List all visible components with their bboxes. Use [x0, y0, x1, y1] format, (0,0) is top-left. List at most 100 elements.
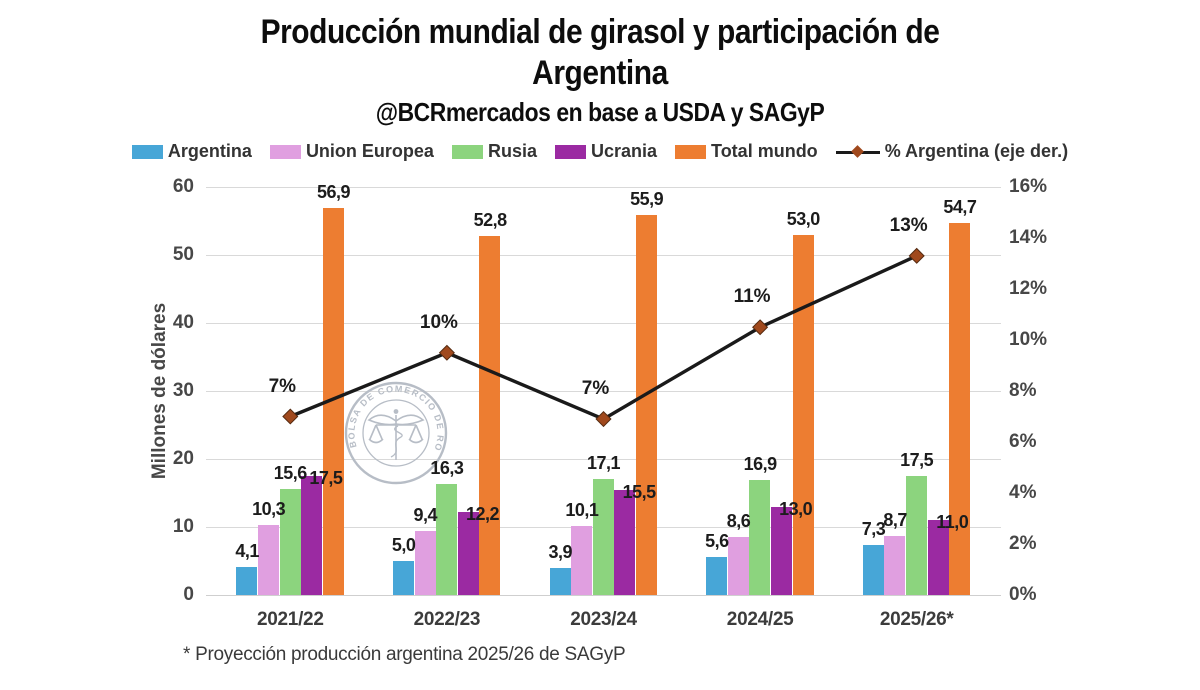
legend-item--argentina-eje-der-: % Argentina (eje der.): [835, 141, 1068, 162]
y-axis-tick-label: 10: [172, 516, 194, 537]
legend-label: Total mundo: [711, 141, 818, 161]
y2-axis-tick-label: 4%: [1009, 482, 1037, 503]
bar-value-label: 52,8: [473, 209, 508, 230]
pct-data-label: 11%: [733, 286, 771, 308]
bar-argentina: [236, 567, 258, 595]
bar-value-label: 15,5: [622, 481, 657, 502]
bar-ucrania: [301, 476, 323, 595]
y2-axis-tick-label: 14%: [1009, 227, 1048, 248]
bar-value-label: 8,7: [883, 509, 907, 530]
bar-value-label: 10,3: [252, 498, 286, 519]
legend-swatch-icon: [269, 144, 301, 159]
bar-rusia: [905, 476, 927, 595]
bar-total-mundo: [322, 208, 344, 595]
legend-swatch-icon: [451, 144, 483, 159]
bar-ucrania: [770, 506, 792, 595]
bar-union-europea: [884, 535, 906, 595]
x-axis-label: 2023/24: [570, 609, 637, 630]
bar-union-europea: [414, 531, 436, 595]
legend-swatch-icon: [554, 144, 586, 159]
bar-value-label: 11,0: [936, 512, 969, 533]
footnote: * Proyección producción argentina 2025/2…: [183, 644, 626, 665]
legend-item-ucrania: Ucrania: [554, 141, 658, 162]
x-axis-label: 2025/26*: [879, 609, 954, 630]
legend-swatch-icon: [131, 144, 163, 159]
x-axis-label: 2021/22: [257, 609, 324, 630]
bar-ucrania: [457, 512, 479, 595]
bar-union-europea: [571, 526, 593, 595]
gridline: [206, 459, 1001, 460]
y-axis-tick-label: 50: [172, 244, 194, 265]
bar-union-europea: [727, 536, 749, 595]
pct-data-label: 7%: [268, 375, 297, 397]
bar-value-label: 16,9: [743, 454, 778, 475]
y2-axis-tick-label: 6%: [1009, 431, 1037, 452]
seal-inner-circle: [362, 399, 430, 467]
bar-total-mundo: [479, 235, 501, 595]
legend-label: Argentina: [167, 141, 252, 161]
bar-union-europea: [257, 524, 279, 595]
bar-value-label: 10,1: [565, 500, 599, 521]
legend-label: Ucrania: [590, 141, 658, 161]
pct-data-label: 13%: [889, 214, 928, 236]
bar-argentina: [706, 556, 728, 595]
x-axis-label: 2022/23: [413, 609, 481, 630]
legend-item-total-mundo: Total mundo: [675, 141, 818, 162]
bar-value-label: 16,3: [430, 458, 464, 479]
y2-axis-tick-label: 2%: [1009, 533, 1037, 554]
bar-value-label: 17,5: [309, 468, 343, 488]
y2-axis-tick-label: 8%: [1009, 380, 1037, 401]
legend-item-rusia: Rusia: [451, 141, 537, 162]
bar-value-label: 8,6: [726, 510, 751, 531]
line-marker-diamond: [282, 408, 299, 425]
bar-ucrania: [614, 489, 636, 595]
seal-text: BOLSA DE COMERCIO DE ROSARIO: [346, 384, 445, 454]
chart-subtitle: @BCRmercados en base a USDA y SAGyP: [375, 96, 825, 127]
legend-label: Union Europea: [305, 141, 434, 161]
bar-value-label: 12,2: [465, 504, 500, 525]
gridline: [206, 187, 1001, 188]
bar-value-label: 4,1: [235, 541, 259, 562]
y2-axis-tick-label: 10%: [1009, 329, 1048, 350]
bar-value-label: 9,4: [413, 505, 438, 526]
bar-value-label: 5,6: [705, 530, 729, 551]
bar-rusia: [749, 480, 771, 595]
bar-value-label: 17,5: [900, 450, 934, 470]
legend-swatch-icon: [675, 144, 707, 159]
bar-rusia: [436, 484, 458, 595]
bar-rusia: [279, 488, 301, 595]
legend-item-argentina: Argentina: [131, 141, 252, 162]
bar-total-mundo: [949, 223, 971, 595]
y-axis-tick-label: 60: [172, 176, 194, 197]
bar-argentina: [392, 561, 414, 595]
header: Producción mundial de girasol y particip…: [72, 12, 1128, 128]
bar-value-label: 56,9: [316, 182, 351, 203]
y2-axis-tick-label: 0%: [1009, 584, 1037, 605]
y-axis-tick-label: 20: [172, 448, 194, 469]
y-axis-title: Millones de dólares: [149, 302, 170, 480]
y-axis-tick-label: 0: [183, 584, 194, 605]
bar-value-label: 53,0: [786, 208, 821, 229]
bar-value-label: 15,6: [273, 462, 308, 483]
legend-item-union-europea: Union Europea: [269, 141, 434, 162]
caduceus-and-scales-icon: [367, 409, 425, 460]
y-axis-tick-label: 30: [172, 380, 194, 401]
bar-value-label: 3,9: [548, 542, 573, 563]
legend: Argentina Union Europea Rusia Ucrania Total …: [0, 141, 1200, 162]
legend-label: Rusia: [487, 141, 537, 161]
bar-total-mundo: [792, 234, 814, 595]
bar-value-label: 17,1: [586, 452, 621, 473]
bar-value-label: 54,7: [943, 197, 977, 218]
chart-title: Producción mundial de girasol y particip…: [260, 13, 940, 93]
bar-argentina: [549, 568, 571, 595]
y-axis-tick-label: 40: [172, 312, 194, 333]
bar-rusia: [592, 478, 614, 595]
y2-axis-tick-label: 12%: [1009, 278, 1048, 299]
gridline: [206, 595, 1001, 596]
bar-value-label: 13,0: [779, 498, 813, 519]
bar-argentina: [862, 545, 884, 595]
legend-line-marker-icon: [835, 145, 880, 159]
line-marker-diamond: [595, 410, 612, 428]
pct-data-label: 7%: [581, 378, 610, 400]
